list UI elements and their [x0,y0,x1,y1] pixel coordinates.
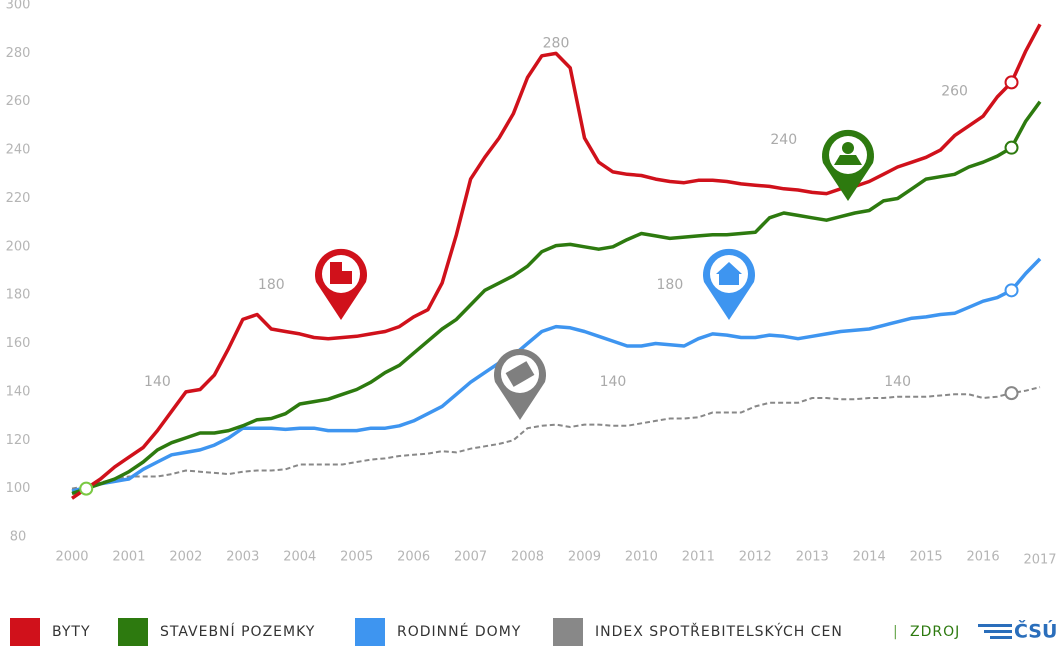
y-tick-label: 240 [6,143,31,158]
series-line [71,23,1042,500]
point-marker [1004,386,1019,401]
x-tick-label: 2009 [568,550,601,565]
legend-label: RODINNÉ DOMY [397,623,521,640]
x-tick-label: 2013 [796,550,829,565]
legend-swatch [118,618,148,646]
y-tick-label: 300 [6,0,31,13]
annotation: 180 [258,277,285,293]
pin [703,248,755,320]
icon [716,262,742,285]
series-line [71,257,1042,493]
annotation: 240 [770,132,797,148]
legend-swatch [553,618,583,646]
y-tick-label: 200 [6,239,31,254]
x-tick-label: 2011 [682,550,715,565]
x-tick-label: 2006 [397,550,430,565]
x-tick-label: 2005 [340,550,373,565]
icon [834,155,862,165]
x-tick-label: 2001 [112,550,145,565]
y-tick-label: 160 [6,336,31,351]
annotation: 140 [144,374,171,390]
x-tick-label: 2004 [283,550,316,565]
y-tick-label: 120 [6,433,31,448]
legend-label: INDEX SPOTŘEBITELSKÝCH CEN [595,623,843,640]
legend-swatch [10,618,40,646]
annotation: 260 [941,84,968,100]
point-marker [79,481,94,496]
annotation: 180 [657,277,684,293]
pin [821,129,874,201]
x-tick-label: 2007 [454,550,487,565]
series-line [71,386,1041,490]
logo: ČSÚ [978,619,1057,643]
annotation: 280 [543,35,570,51]
x-tick-label: 2015 [910,550,943,565]
x-tick-label: 2003 [226,550,259,565]
x-tick-label: 2000 [55,550,88,565]
y-tick-label: 220 [6,191,31,206]
logo-text: ČSÚ [1014,619,1057,643]
x-tick-label: 2016 [967,550,1000,565]
annotation: 140 [600,374,627,390]
point-marker [1004,75,1019,90]
y-tick-label: 80 [10,530,27,545]
icon [342,271,352,284]
separator: | [893,624,898,640]
icon [505,361,535,387]
y-tick-label: 280 [6,46,31,61]
y-tick-label: 180 [6,288,31,303]
icon [330,262,342,284]
x-tick-label: 2010 [625,550,658,565]
point-marker [1004,140,1019,155]
x-tick-label: 2014 [853,550,886,565]
source-label: ZDROJ [910,624,960,640]
point-marker [1004,283,1019,298]
x-tick-label: 2017 [1023,553,1056,568]
legend-label: BYTY [52,624,91,640]
legend-label: STAVEBNÍ POZEMKY [160,623,315,640]
logo-line [984,630,1012,633]
pin [315,248,367,320]
x-tick-label: 2008 [511,550,544,565]
x-tick-label: 2002 [169,550,202,565]
pin [493,348,546,420]
x-tick-label: 2012 [739,550,772,565]
y-tick-label: 100 [6,481,31,496]
annotation: 140 [884,374,911,390]
y-tick-label: 140 [6,384,31,399]
logo-line [990,636,1012,639]
logo-line [978,624,1012,627]
legend-swatch [355,618,385,646]
icon [842,142,854,154]
y-tick-label: 260 [6,94,31,109]
series-line [71,100,1042,496]
